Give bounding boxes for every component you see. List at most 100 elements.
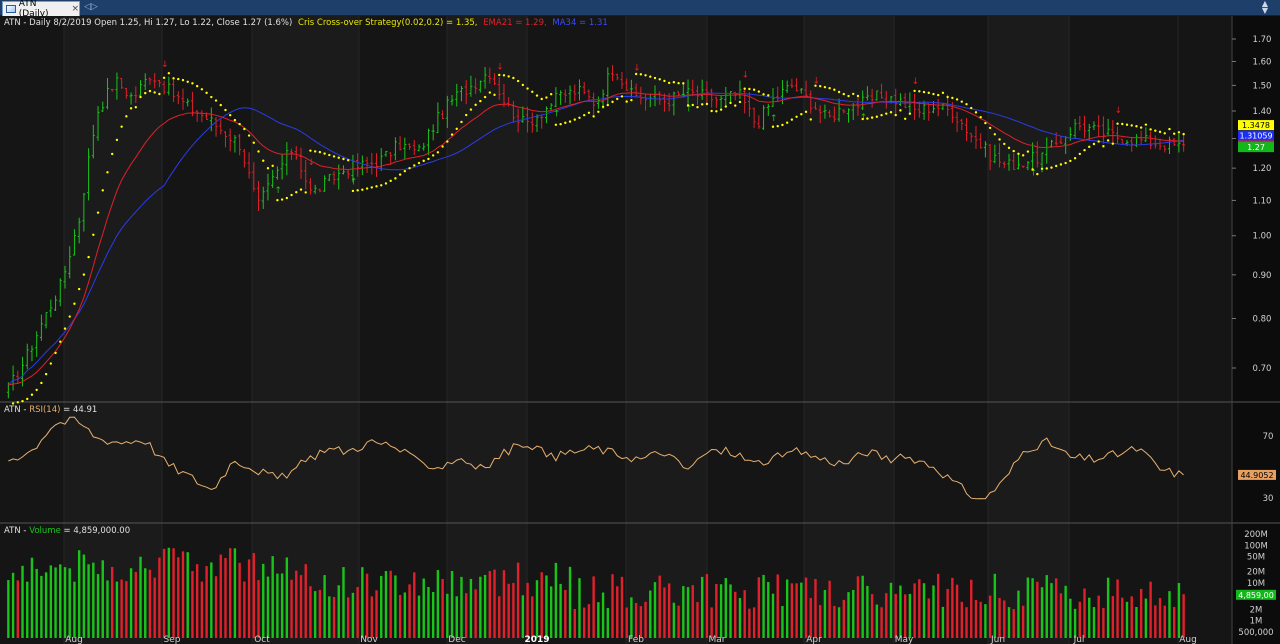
sar-dot <box>804 110 808 114</box>
volume-bar <box>1073 608 1077 638</box>
buy-arrow: ↑ <box>350 177 358 187</box>
close-tab-icon[interactable]: × <box>71 4 79 14</box>
sar-dot <box>247 134 251 137</box>
sar-dot <box>922 90 926 94</box>
volume-bar <box>1064 585 1067 638</box>
sar-dot <box>894 113 897 117</box>
sar-dot <box>229 113 232 117</box>
price-value-tag <box>1238 142 1274 153</box>
sar-dot <box>262 159 265 162</box>
volume-bar <box>1040 587 1044 638</box>
volume-bar <box>875 604 879 638</box>
sar-dot <box>158 92 161 96</box>
volume-bar <box>521 595 525 638</box>
volume-bar <box>295 570 298 638</box>
volume-bar <box>229 548 232 638</box>
volume-bar <box>361 567 364 638</box>
volume-bar <box>120 579 123 638</box>
sar-dot <box>1059 163 1063 166</box>
tab-nav-icon[interactable]: ◁▷ <box>84 2 98 12</box>
volume-bar <box>767 582 770 638</box>
sar-dot <box>1017 152 1020 155</box>
volume-bar <box>40 575 43 638</box>
sar-dot <box>828 86 831 90</box>
volume-bar <box>800 582 803 638</box>
volume-bar <box>483 574 487 638</box>
sar-dot <box>899 109 902 112</box>
volume-bar <box>819 605 822 638</box>
sar-dot <box>304 191 307 194</box>
price-panel[interactable]: ↓ ↑ ↓ ↑ ↓ ↑ ↓ ↑ ↓ ↑ ↓ ↑ ↓ ↑ ↓ <box>6 60 1186 405</box>
volume-bar <box>257 580 260 638</box>
sar-dot <box>125 115 128 118</box>
volume-bar <box>667 583 671 638</box>
volume-bar <box>946 588 949 638</box>
volume-bar <box>771 593 775 638</box>
sar-dot <box>564 121 567 125</box>
price-value-tag <box>1238 120 1274 131</box>
volume-bar <box>280 573 284 638</box>
volume-bar <box>601 592 605 638</box>
volume-bar <box>960 601 963 638</box>
scroll-tabs-icon[interactable]: ▲ ▼ <box>1261 0 1269 15</box>
sar-dot <box>30 393 34 396</box>
sar-dot <box>469 108 473 111</box>
volume-bar <box>68 568 71 638</box>
sar-dot <box>875 115 879 118</box>
sar-dot <box>710 109 713 113</box>
sar-dot <box>1135 125 1138 128</box>
volume-bar <box>413 572 416 638</box>
volume-bar <box>417 595 421 638</box>
price-axis-label: 1.10 <box>1253 196 1272 206</box>
sar-dot <box>809 118 812 121</box>
volume-bar <box>913 583 916 638</box>
sar-dot <box>1111 142 1115 145</box>
volume-bar <box>583 607 586 638</box>
volume-bar <box>1026 577 1030 638</box>
sar-dot <box>658 78 661 81</box>
sar-dot <box>408 166 411 170</box>
sar-dot <box>465 113 468 117</box>
chart-tab-title: ATN (Daily) <box>18 0 49 19</box>
sar-dot <box>974 111 978 114</box>
chart-tab[interactable]: ATN (Daily) × <box>2 0 80 19</box>
sar-dot <box>979 116 982 119</box>
volume-bar <box>715 583 718 638</box>
sar-dot <box>389 179 392 183</box>
sar-dot <box>295 191 298 194</box>
sar-dot <box>1106 139 1110 142</box>
volume-bar <box>639 606 643 638</box>
volume-bar <box>686 587 690 638</box>
sar-dot <box>965 102 968 106</box>
month-band <box>894 16 988 644</box>
sar-dot <box>601 105 605 108</box>
sar-dot <box>257 150 260 153</box>
sar-dot <box>73 302 76 305</box>
x-axis-month-label: Jul <box>1073 635 1085 644</box>
month-band <box>64 16 162 644</box>
rsi-panel[interactable] <box>8 416 1184 500</box>
sar-dot <box>219 103 222 107</box>
buy-arrow: ↑ <box>860 113 868 123</box>
stock-chart[interactable]: ↓ ↑ ↓ ↑ ↓ ↑ ↓ ↑ ↓ ↑ ↓ ↑ ↓ ↑ ↓ ATN - Daily 8/2/2019 Ope… <box>0 16 1280 644</box>
sar-dot <box>191 82 194 85</box>
sar-dot <box>1045 167 1048 170</box>
volume-bar <box>516 562 520 638</box>
volume-panel[interactable] <box>7 547 1185 638</box>
sar-dot <box>384 182 388 185</box>
buy-arrow: ↑ <box>685 105 693 115</box>
sell-arrow: ↓ <box>912 77 920 87</box>
sar-dot <box>422 159 425 163</box>
sar-dot <box>172 77 175 80</box>
sar-dot <box>606 103 609 107</box>
month-band <box>447 16 527 644</box>
volume-bar <box>219 554 222 638</box>
volume-legend: Volume <box>29 526 61 536</box>
volume-bar <box>1059 593 1063 638</box>
volume-bar <box>441 578 444 638</box>
volume-bar <box>16 580 19 638</box>
volume-bar <box>139 556 142 638</box>
sar-dot <box>993 133 997 136</box>
x-axis-month-label: Oct <box>254 635 270 644</box>
volume-bar <box>167 547 171 638</box>
